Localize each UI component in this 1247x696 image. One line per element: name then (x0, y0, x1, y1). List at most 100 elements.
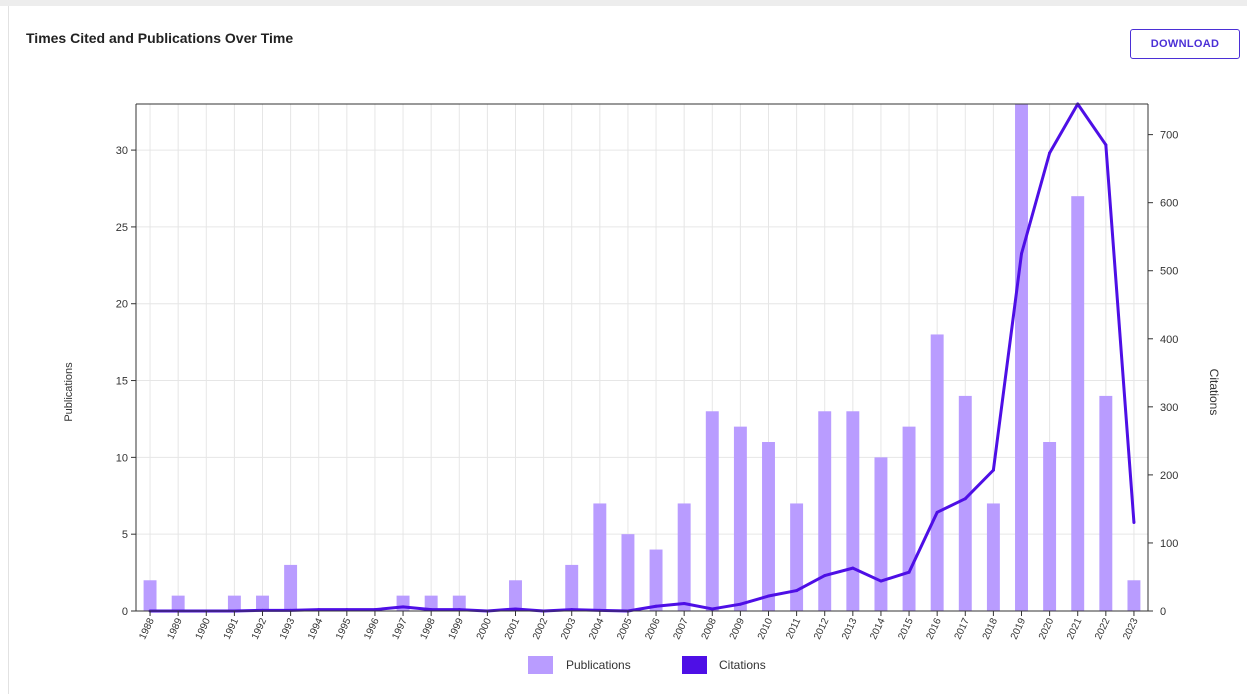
y-right-tick-label: 100 (1160, 538, 1178, 550)
publication-bar (790, 503, 804, 611)
x-tick-label: 1991 (222, 616, 242, 641)
y-right-tick-label: 700 (1160, 130, 1178, 142)
publication-bar (424, 595, 438, 611)
citation-point (767, 594, 770, 598)
legend: Publications Citations (528, 656, 766, 674)
y-left-tick-label: 10 (116, 452, 128, 464)
x-tick-label: 2002 (531, 616, 551, 641)
publication-bar (621, 534, 635, 611)
grid-lines (136, 104, 1148, 611)
x-tick-label: 1995 (334, 616, 354, 641)
publication-bar (846, 411, 860, 611)
x-tick-label: 1992 (250, 616, 270, 641)
publication-bar (509, 580, 522, 611)
axes (135, 103, 1149, 612)
publication-bar (227, 595, 241, 611)
legend-citations-swatch[interactable] (682, 656, 707, 674)
publication-bar (677, 503, 691, 611)
x-tick-label: 2007 (672, 616, 692, 641)
publication-bar (1071, 196, 1085, 611)
legend-publications-label: Publications (566, 658, 631, 672)
citation-point (570, 608, 574, 612)
x-tick-label: 2011 (784, 616, 803, 641)
x-tick-label: 2014 (868, 616, 888, 641)
publication-bar (593, 503, 607, 611)
chart-title: Times Cited and Publications Over Time (26, 30, 294, 46)
x-tick-label: 2010 (756, 616, 776, 641)
x-tick-label: 1989 (166, 616, 186, 641)
download-button[interactable]: DOWNLOAD (1130, 29, 1240, 59)
y-right-tick-label: 0 (1160, 606, 1166, 618)
publication-bar (284, 564, 298, 611)
publication-bar (1127, 580, 1141, 611)
citation-point (401, 605, 405, 609)
x-tick-label: 1994 (306, 616, 326, 641)
citation-point (1104, 143, 1108, 147)
y-right-tick-label: 500 (1160, 266, 1178, 278)
x-tick-label: 2008 (700, 616, 720, 641)
x-tick-label: 2018 (981, 616, 1001, 641)
top-strip (0, 0, 1247, 6)
publication-bar (256, 595, 269, 611)
publication-bar (958, 395, 972, 611)
x-tick-label: 2019 (1009, 616, 1029, 641)
citation-point (907, 570, 911, 574)
y-right-tick-label: 600 (1160, 198, 1178, 210)
citation-point (682, 602, 686, 606)
x-tick-label: 2013 (840, 616, 860, 641)
publication-bar (1043, 442, 1057, 611)
citation-point (935, 510, 939, 514)
x-tick-label: 1999 (447, 616, 467, 641)
publication-bar (649, 549, 663, 611)
y-left-tick-label: 5 (122, 529, 128, 541)
publication-bar (818, 411, 832, 611)
x-tick-label: 2003 (559, 616, 579, 641)
publication-bar (705, 411, 719, 611)
citation-point (1020, 252, 1023, 256)
y-left-tick-label: 25 (116, 222, 128, 234)
citation-point (457, 608, 461, 612)
x-tick-label: 2016 (925, 616, 945, 641)
x-tick-label: 2004 (587, 616, 607, 641)
citation-point (317, 608, 321, 612)
publication-bar (930, 334, 944, 611)
y-left-tick-label: 0 (122, 606, 128, 618)
citation-point (345, 608, 349, 612)
x-tick-label: 1998 (419, 616, 439, 641)
publication-bar (565, 564, 579, 611)
citation-point (879, 579, 883, 583)
publication-bar (171, 595, 185, 611)
publication-bars (143, 104, 1141, 611)
x-tick-label: 2022 (1093, 616, 1113, 641)
citation-point (373, 608, 377, 612)
publication-bar (986, 503, 1000, 611)
citation-point (963, 497, 967, 501)
x-tick-label: 2009 (728, 616, 748, 641)
y-right-tick-label: 300 (1160, 402, 1178, 414)
citation-point (795, 589, 799, 593)
publication-bar (902, 426, 916, 611)
x-tick-label: 2023 (1121, 616, 1141, 641)
publication-bar (452, 595, 466, 611)
citation-point (710, 607, 714, 611)
citation-line (148, 102, 1136, 613)
x-tick-label: 1990 (194, 616, 214, 641)
x-tick-label: 2012 (812, 616, 832, 641)
x-tick-label: 2017 (953, 616, 973, 641)
legend-publications-swatch[interactable] (528, 656, 553, 674)
x-tick-label: 1996 (362, 616, 382, 641)
y-left-tick-label: 30 (116, 145, 128, 157)
citation-point (654, 604, 658, 608)
x-tick-label: 2015 (896, 616, 916, 641)
citation-point (991, 468, 995, 472)
y-left-tick-label: 20 (116, 299, 128, 311)
citation-point (1048, 151, 1052, 155)
legend-citations-label: Citations (719, 658, 766, 672)
y-left-tick-label: 15 (116, 376, 128, 388)
publication-bar (874, 457, 888, 611)
y-axis-right-label: Citations (1207, 369, 1221, 416)
y-right-tick-label: 400 (1160, 334, 1178, 346)
x-tick-label: 2000 (475, 616, 495, 641)
y-axis-left-label: Publications (63, 362, 75, 422)
